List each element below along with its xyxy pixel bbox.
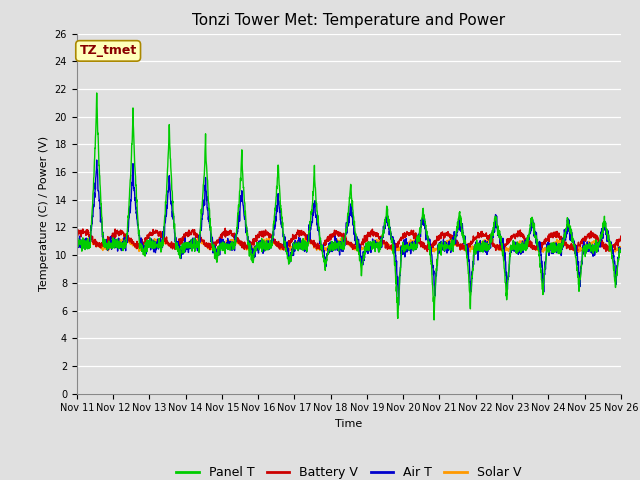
Panel T [376, 247, 384, 252]
Air T [73, 244, 81, 250]
Air T [365, 242, 372, 248]
Battery V [376, 237, 384, 243]
Line: Panel T: Panel T [77, 93, 621, 320]
Panel T [365, 239, 372, 245]
Air T [584, 249, 592, 254]
Battery V [584, 234, 592, 240]
Panel T [617, 250, 625, 255]
Panel T [73, 236, 81, 242]
Air T [617, 246, 625, 252]
Text: TZ_tmet: TZ_tmet [79, 44, 137, 58]
Solar V [571, 250, 579, 256]
Battery V [225, 229, 232, 235]
Panel T [570, 236, 577, 242]
Air T [508, 250, 515, 255]
X-axis label: Time: Time [335, 419, 362, 429]
Air T [225, 238, 232, 244]
Battery V [73, 231, 81, 237]
Solar V [73, 243, 81, 249]
Battery V [365, 233, 372, 239]
Air T [395, 302, 403, 308]
Line: Air T: Air T [77, 160, 621, 305]
Air T [570, 239, 577, 245]
Solar V [507, 245, 515, 251]
Battery V [508, 233, 515, 239]
Air T [93, 157, 100, 163]
Legend: Panel T, Battery V, Air T, Solar V: Panel T, Battery V, Air T, Solar V [171, 461, 527, 480]
Battery V [617, 233, 625, 239]
Solar V [617, 244, 625, 250]
Title: Tonzi Tower Met: Temperature and Power: Tonzi Tower Met: Temperature and Power [192, 13, 506, 28]
Solar V [584, 242, 592, 248]
Line: Solar V: Solar V [77, 237, 621, 253]
Battery V [424, 249, 431, 254]
Solar V [365, 244, 372, 250]
Battery V [570, 242, 577, 248]
Air T [376, 244, 384, 250]
Solar V [225, 239, 232, 245]
Solar V [376, 238, 384, 244]
Solar V [265, 234, 273, 240]
Y-axis label: Temperature (C) / Power (V): Temperature (C) / Power (V) [39, 136, 49, 291]
Panel T [93, 90, 100, 96]
Panel T [584, 243, 592, 249]
Solar V [569, 246, 577, 252]
Panel T [430, 317, 438, 323]
Panel T [508, 246, 515, 252]
Panel T [225, 242, 232, 248]
Line: Battery V: Battery V [77, 228, 621, 252]
Battery V [221, 226, 229, 231]
